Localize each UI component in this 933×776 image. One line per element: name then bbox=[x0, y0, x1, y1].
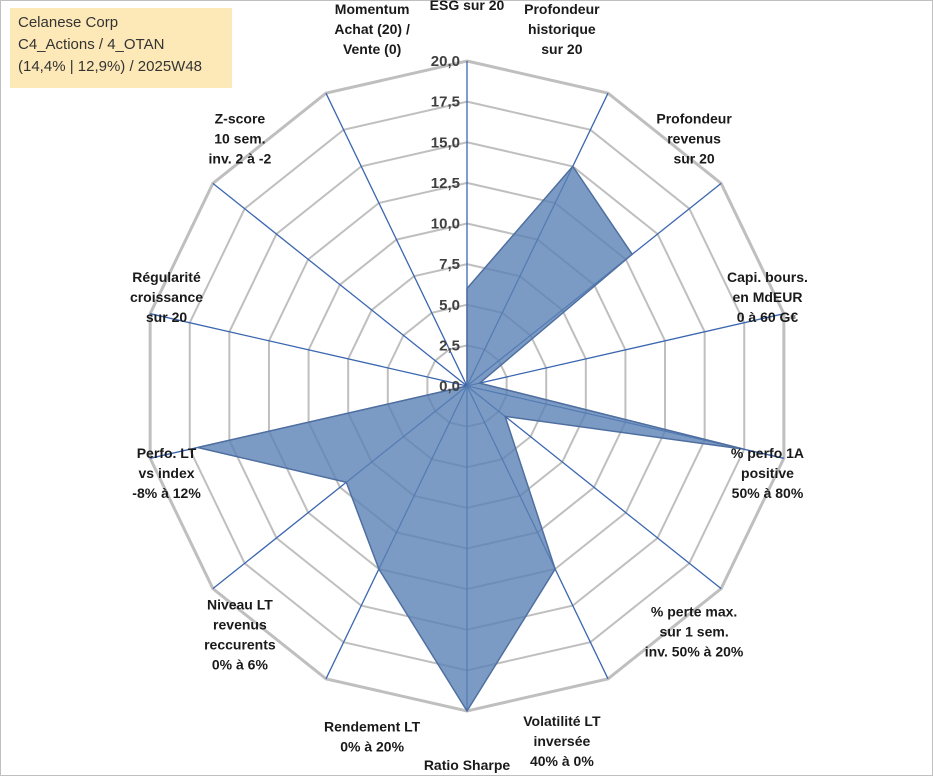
axis-label-line: croissance bbox=[130, 289, 203, 305]
radial-tick-label: 2,5 bbox=[439, 337, 460, 354]
radial-tick-label: 15,0 bbox=[431, 134, 460, 151]
axis-label-line: Perfo. LT bbox=[137, 445, 197, 461]
axis-spoke-6 bbox=[466, 385, 722, 590]
axis-label-line: en MdEUR bbox=[732, 289, 802, 305]
axis-label-line: Profondeur bbox=[656, 111, 732, 127]
axis-label-line: Capi. bours. bbox=[727, 269, 808, 285]
series-area bbox=[197, 165, 745, 713]
series-point-4 bbox=[478, 382, 481, 385]
axis-label-line: positive bbox=[741, 465, 794, 481]
axis-label-line: -8% à 12% bbox=[132, 485, 201, 501]
radial-tick-label: 5,0 bbox=[439, 297, 460, 314]
axis-spoke-13 bbox=[212, 182, 468, 387]
radial-tick-label: 0,0 bbox=[439, 378, 460, 395]
axis-label-1: NoteESG sur 20 bbox=[430, 0, 505, 13]
series-point-14 bbox=[466, 385, 469, 388]
series-point-10 bbox=[345, 481, 348, 484]
axis-spoke-4 bbox=[466, 313, 784, 387]
axis-spoke-14 bbox=[325, 92, 468, 387]
performance-period: (14,4% | 12,9%) / 2025W48 bbox=[18, 58, 202, 75]
info-box: Celanese Corp C4_Actions / 4_OTAN (14,4%… bbox=[10, 8, 232, 88]
radial-tick-label: 12,5 bbox=[431, 175, 460, 192]
series-point-9 bbox=[377, 568, 380, 571]
series-point-7 bbox=[554, 568, 557, 571]
axis-label-line: 10 sem. bbox=[214, 131, 265, 147]
axis-label-5: % perfo 1A positive 50% à 80% bbox=[731, 445, 804, 501]
axis-label-line: inv. 50% à 20% bbox=[645, 643, 744, 659]
series-point-6 bbox=[504, 415, 507, 418]
axis-label-line: 0 à 60 G€ bbox=[737, 309, 799, 325]
axis-label-line: 0% à 6% bbox=[212, 656, 269, 672]
axis-label-line: sur 20 bbox=[673, 151, 714, 167]
portfolio-path: C4_Actions / 4_OTAN bbox=[18, 36, 165, 53]
radial-tick-label: 7,5 bbox=[439, 256, 460, 273]
axis-label-line: Volatilité LT bbox=[523, 713, 601, 729]
axis-label-9: Rendement LT 0% à 20% bbox=[324, 718, 421, 754]
radial-tick-label: 17,5 bbox=[431, 94, 460, 111]
axis-label-8: Ratio Sharpe0 à 1 bbox=[424, 757, 511, 773]
series-point-11 bbox=[196, 446, 199, 449]
axis-label-line: sur 20 bbox=[541, 41, 582, 57]
axis-label-line: vs index bbox=[139, 465, 195, 481]
axis-label-line: inversée bbox=[533, 733, 590, 749]
axis-label-line: revenus bbox=[213, 616, 267, 632]
axis-label-line: Niveau LT bbox=[207, 596, 273, 612]
company-name: Celanese Corp bbox=[18, 14, 119, 31]
axis-label-line: ESG sur 20 bbox=[430, 0, 505, 13]
axis-label-line: % perfo 1A bbox=[731, 445, 804, 461]
axis-label-line: 40% à 0% bbox=[530, 753, 594, 769]
axis-label-12: Régularité croissance sur 20 bbox=[130, 269, 203, 325]
axis-label-line: Régularité bbox=[132, 269, 201, 285]
axis-label-line: sur 20 bbox=[146, 309, 187, 325]
axis-label-line: reccurents bbox=[204, 636, 276, 652]
axis-label-line: Vente (0) bbox=[343, 41, 401, 57]
axis-label-line: Profondeur bbox=[524, 1, 600, 17]
axis-label-6: % perte max. sur 1 sem. inv. 50% à 20% bbox=[645, 603, 744, 659]
axis-label-13: Z-score 10 sem. inv. 2 à -2 bbox=[209, 111, 272, 167]
axis-label-line: sur 1 sem. bbox=[659, 623, 728, 639]
axis-label-14: Momentum Achat (20) / Vente (0) bbox=[334, 1, 410, 57]
series-point-2 bbox=[571, 165, 574, 168]
axis-label-10: Niveau LT revenus reccurents 0% à 6% bbox=[204, 596, 276, 672]
axis-label-line: Ratio Sharpe bbox=[424, 757, 511, 773]
series-point-1 bbox=[466, 287, 469, 290]
axis-label-line: Z-score bbox=[215, 111, 266, 127]
axis-label-line: historique bbox=[528, 21, 596, 37]
axis-label-line: Rendement LT bbox=[324, 718, 421, 734]
axis-label-line: revenus bbox=[667, 131, 721, 147]
label-layer: NoteESG sur 20 Profondeur historique sur 20… bbox=[130, 0, 808, 773]
axis-label-line: Achat (20) / bbox=[334, 21, 410, 37]
axis-label-line: Momentum bbox=[335, 1, 410, 17]
axis-spoke-12 bbox=[150, 313, 468, 387]
radial-tick-label: 20,0 bbox=[431, 53, 460, 70]
axis-label-11: Perfo. LT vs index -8% à 12% bbox=[132, 445, 201, 501]
axis-label-line: % perte max. bbox=[651, 603, 737, 619]
radial-tick-label: 10,0 bbox=[431, 216, 460, 233]
series-layer bbox=[196, 165, 745, 713]
axis-label-4: Capi. bours. en MdEUR 0 à 60 G€ bbox=[727, 269, 808, 325]
tick-layer: 0,0 2,5 5,0 7,5 10,0 12,5 15,0 17,5 20,0 bbox=[431, 53, 460, 395]
axis-label-7: Volatilité LT inversée 40% à 0% bbox=[523, 713, 601, 769]
axis-label-line: 0% à 20% bbox=[340, 738, 404, 754]
series-point-3 bbox=[631, 253, 634, 256]
axis-label-line: 50% à 80% bbox=[732, 485, 804, 501]
axis-label-line: inv. 2 à -2 bbox=[209, 151, 272, 167]
axis-label-2: Profondeur historique sur 20 bbox=[524, 1, 600, 57]
series-point-8 bbox=[466, 710, 469, 713]
axis-label-3: Profondeur revenus sur 20 bbox=[656, 111, 732, 167]
